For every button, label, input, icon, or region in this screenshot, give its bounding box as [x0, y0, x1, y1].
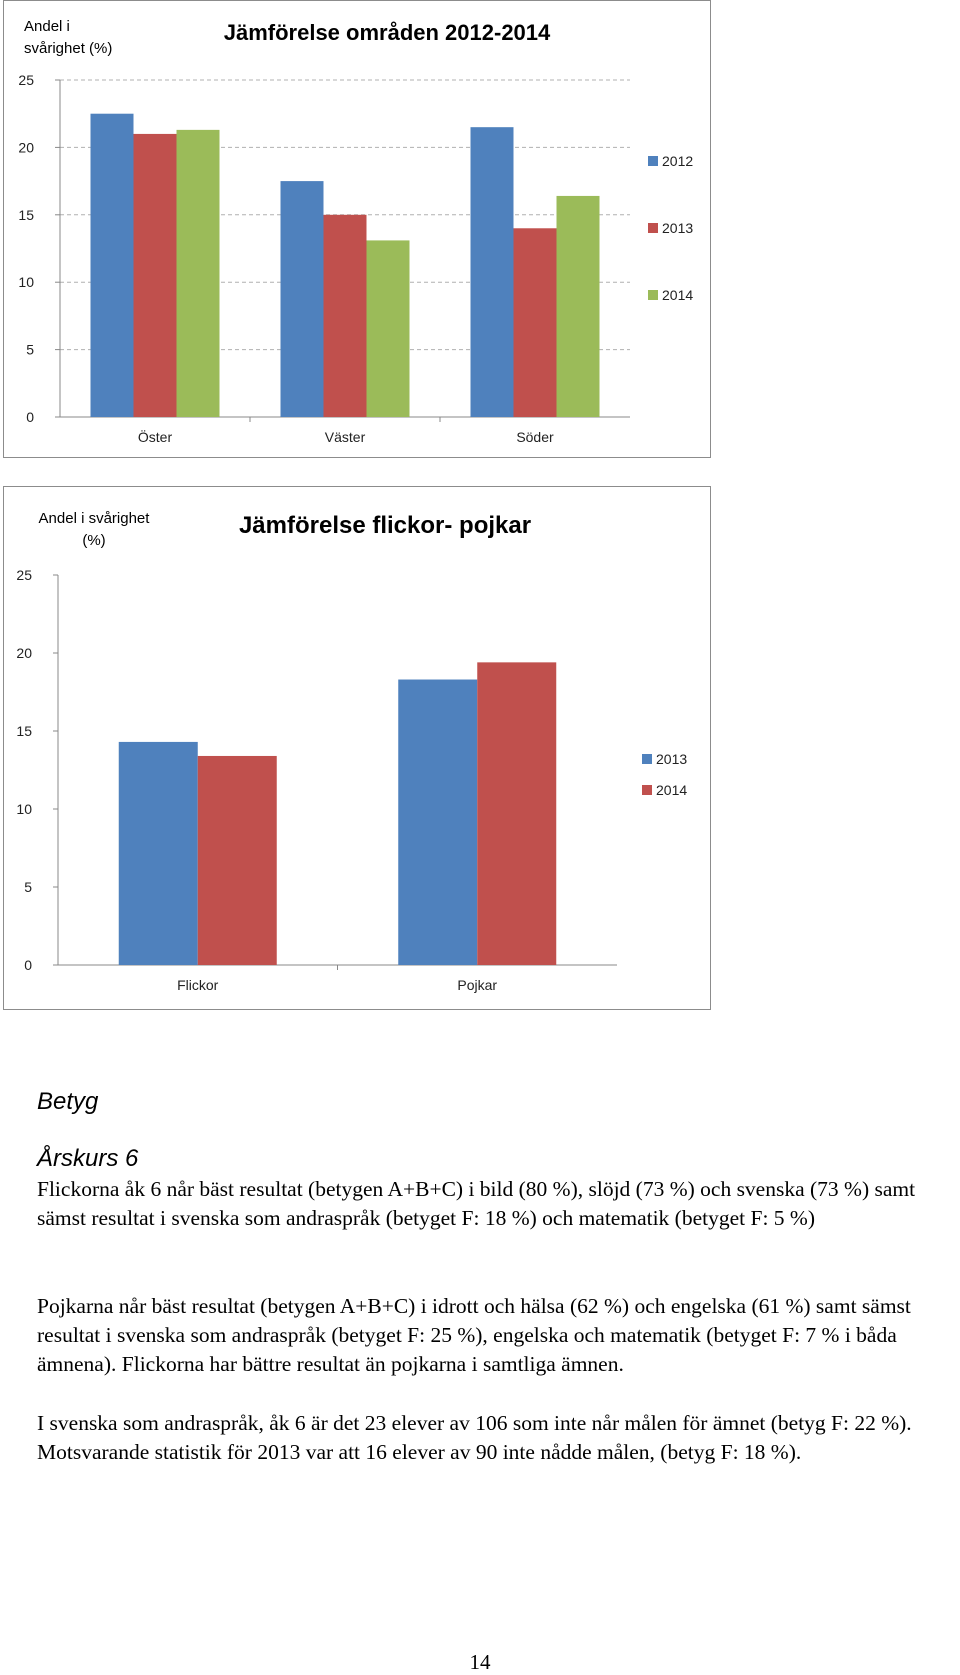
x-tick-label: Söder — [516, 429, 554, 445]
chart-omraden: 0 5 10 15 20 25 Öster Väster Söder Jämförelse omr… — [3, 0, 711, 458]
y-tick-label: 25 — [16, 567, 32, 583]
x-tick-label: Öster — [138, 428, 173, 445]
y-tick-label: 20 — [16, 645, 32, 661]
chart-flickor-pojkar-svg: 0 5 10 15 20 25 Flickor Pojkar Jämförelse flicko… — [16, 510, 687, 993]
bar-2014-Flickor — [197, 755, 277, 965]
heading-betyg: Betyg — [37, 1088, 99, 1115]
bar-2013-Söder — [513, 228, 557, 417]
x-tick-label: Pojkar — [457, 977, 497, 993]
legend-label: 2012 — [662, 153, 693, 169]
legend-swatch-2014 — [648, 290, 658, 300]
bar-2014-Väster — [366, 240, 410, 417]
bar-2014-Pojkar — [477, 662, 557, 965]
y-tick-label: 10 — [18, 274, 34, 290]
legend-swatch-2013 — [648, 223, 658, 233]
page-number: 14 — [469, 1650, 491, 1674]
y-axis-label: Andel i — [24, 18, 70, 35]
y-tick-label: 5 — [26, 342, 34, 358]
y-tick-label: 25 — [18, 72, 34, 88]
legend-swatch-2013 — [642, 754, 652, 764]
legend-swatch-2012 — [648, 156, 658, 166]
y-tick-label: 5 — [24, 879, 32, 895]
legend-label: 2013 — [656, 751, 687, 767]
legend-label: 2013 — [662, 220, 693, 236]
bar-2013-Öster — [133, 133, 177, 418]
paragraph-flickorna: Flickorna åk 6 når bäst resultat (betyge… — [37, 1177, 916, 1230]
bar-2013-Väster — [323, 214, 367, 417]
y-axis-label: Andel i svårighet — [39, 510, 151, 527]
y-tick-label: 0 — [24, 957, 32, 973]
bar-2013-Flickor — [118, 741, 198, 965]
chart-omraden-svg: 0 5 10 15 20 25 Öster Väster Söder Jämförelse omr… — [18, 18, 693, 445]
chart-flickor-pojkar: 0 5 10 15 20 25 Flickor Pojkar Jämförelse flicko… — [3, 486, 711, 1010]
y-tick-label: 15 — [16, 723, 32, 739]
bar-2014-Söder — [556, 195, 600, 417]
bar-2012-Öster — [90, 113, 134, 417]
chart-title: Jämförelse områden 2012-2014 — [224, 20, 551, 45]
y-tick-label: 20 — [18, 139, 34, 155]
legend-swatch-2014 — [642, 785, 652, 795]
y-axis-label: svårighet (%) — [24, 40, 112, 57]
y-tick-label: 15 — [18, 207, 34, 223]
bar-2013-Pojkar — [398, 679, 478, 965]
bar-2014-Öster — [176, 129, 220, 417]
paragraph-pojkarna: Pojkarna når bäst resultat (betygen A+B+… — [37, 1294, 911, 1376]
y-tick-label: 10 — [16, 801, 32, 817]
chart-title: Jämförelse flickor- pojkar — [239, 512, 531, 539]
heading-arskurs-6: Årskurs 6 — [37, 1145, 139, 1172]
paragraph-andrasprak: I svenska som andraspråk, åk 6 är det 23… — [37, 1411, 912, 1464]
legend-label: 2014 — [662, 287, 693, 303]
y-tick-label: 0 — [26, 409, 34, 425]
bar-2012-Väster — [280, 181, 324, 417]
legend-label: 2014 — [656, 782, 687, 798]
y-axis-label: (%) — [82, 532, 105, 549]
x-tick-label: Väster — [325, 429, 366, 445]
x-tick-label: Flickor — [177, 977, 219, 993]
bar-2012-Söder — [470, 127, 514, 418]
